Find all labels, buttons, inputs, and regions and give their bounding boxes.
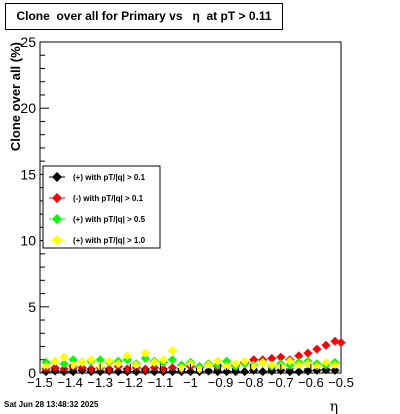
data-point [294, 360, 304, 370]
data-point [258, 357, 268, 367]
data-point [276, 352, 286, 362]
data-point [303, 348, 313, 358]
data-point [249, 355, 259, 365]
data-point [158, 355, 168, 365]
data-point [122, 351, 132, 361]
x-tick-label: −0.9 [208, 375, 234, 390]
x-tick-label: −1.5 [27, 375, 53, 390]
data-point [86, 355, 96, 365]
data-point [321, 340, 331, 350]
data-point [330, 336, 340, 346]
legend-label: (+) with pT/|q| > 1.0 [73, 236, 146, 245]
data-point [213, 367, 223, 377]
data-point [267, 360, 277, 370]
data-point [231, 359, 241, 369]
data-point [41, 361, 51, 371]
data-point [285, 356, 295, 366]
data-point [195, 364, 205, 374]
data-point [213, 356, 223, 366]
data-point [140, 364, 150, 374]
data-point [167, 355, 177, 365]
data-point [267, 353, 277, 363]
series-3 [41, 345, 340, 374]
data-point [140, 353, 150, 363]
data-point [95, 355, 105, 365]
data-point [231, 367, 241, 377]
x-tick-label: −1.1 [148, 375, 174, 390]
data-point [167, 363, 177, 373]
data-point [249, 361, 259, 371]
data-point [122, 364, 132, 374]
legend-label: (-) with pT/|q| > 0.1 [73, 194, 144, 203]
x-tick-label: −0.8 [238, 375, 264, 390]
data-point [86, 364, 96, 374]
x-tick-label: −0.7 [268, 375, 294, 390]
data-point [158, 364, 168, 374]
legend-marker [52, 214, 62, 224]
data-point [104, 364, 114, 374]
legend-marker [52, 193, 62, 203]
x-tick-label: −1 [183, 375, 198, 390]
chart-title: Clone over all for Primary vs η at pT > … [5, 3, 283, 30]
data-point [59, 352, 69, 362]
data-point [186, 359, 195, 369]
data-point [303, 366, 313, 376]
y-tick-label: 10 [20, 233, 36, 249]
data-point [294, 351, 304, 361]
y-tick-label: 25 [20, 34, 36, 50]
legend-label: (+) with pT/|q| > 0.1 [73, 173, 146, 182]
data-point [149, 357, 159, 367]
data-point [222, 356, 232, 366]
legend-label: (+) with pT/|q| > 0.5 [73, 215, 146, 224]
data-point [336, 338, 346, 348]
data-point [68, 355, 78, 365]
data-point [222, 361, 232, 371]
legend-marker [52, 172, 62, 182]
y-tick-label: 20 [20, 100, 36, 116]
data-point [303, 359, 313, 369]
data-point [321, 365, 331, 375]
data-point [50, 356, 60, 366]
legend-marker [52, 235, 62, 245]
data-point [176, 363, 186, 373]
data-point [312, 361, 322, 371]
data-point [68, 367, 78, 377]
data-point [321, 357, 331, 367]
y-axis-label: Clone over all (%) [8, 42, 23, 151]
y-tick-label: 0 [28, 365, 36, 381]
y-tick-label: 15 [20, 166, 36, 182]
data-point [77, 357, 87, 367]
data-point [68, 360, 78, 370]
data-point [50, 363, 60, 373]
data-point [131, 360, 141, 370]
data-point [312, 344, 322, 354]
data-point [267, 366, 277, 376]
x-axis-label: η [330, 399, 338, 414]
data-point [204, 360, 214, 370]
data-point [104, 356, 114, 366]
x-tick-label: −0.6 [298, 375, 324, 390]
data-point [285, 367, 295, 377]
data-point [59, 359, 69, 369]
x-tick-label: −1.2 [117, 375, 143, 390]
data-point [330, 360, 340, 370]
legend-box [42, 165, 161, 249]
data-point [149, 363, 159, 373]
data-point [140, 348, 150, 358]
x-tick-label: −0.5 [328, 375, 354, 390]
x-tick-label: −1.4 [57, 375, 83, 390]
data-point [167, 345, 177, 355]
data-point [240, 356, 250, 366]
data-point [113, 359, 123, 369]
x-tick-label: −1.3 [87, 375, 113, 390]
data-point [77, 363, 87, 373]
timestamp: Sat Jun 28 13:48:32 2025 [4, 400, 99, 409]
y-tick-label: 5 [28, 299, 36, 315]
